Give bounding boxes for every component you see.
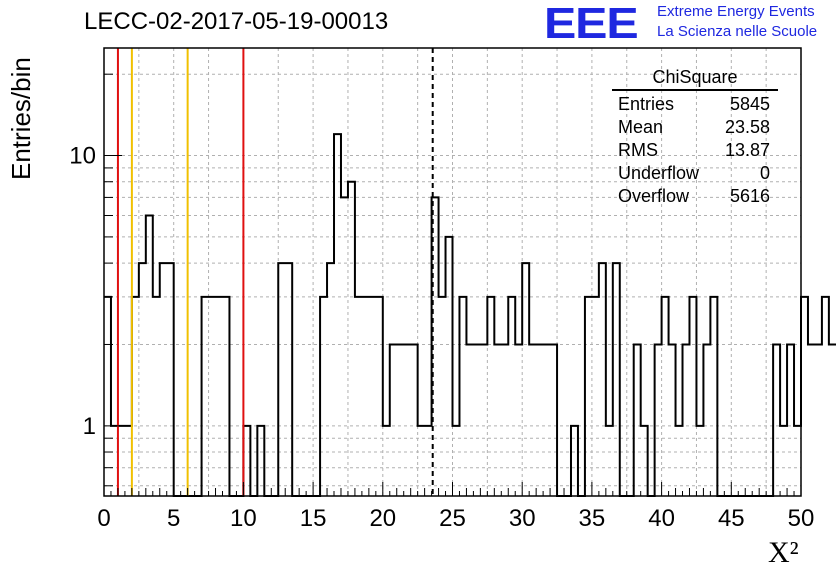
stats-row-rms: RMS 13.87 xyxy=(612,139,778,162)
x-tick-label: 5 xyxy=(167,505,180,532)
x-axis-label: X² xyxy=(768,536,799,570)
stats-row-entries: Entries 5845 xyxy=(612,93,778,116)
x-tick-label: 20 xyxy=(369,505,396,532)
stats-value: 23.58 xyxy=(724,117,770,137)
x-tick-label: 45 xyxy=(718,505,745,532)
stats-label: Underflow xyxy=(618,163,700,183)
stats-label: Mean xyxy=(618,117,664,137)
logo-line-1: Extreme Energy Events xyxy=(657,3,815,20)
logo-mark: EEE xyxy=(544,0,639,48)
stats-row-underflow: Underflow 0 xyxy=(612,162,778,185)
stats-value: 5845 xyxy=(729,94,770,114)
chart-title: LECC-02-2017-05-19-00013 xyxy=(84,8,389,35)
eee-logo: EEE Extreme Energy Events La Scienza nel… xyxy=(544,2,817,46)
x-axis-label-text: X² xyxy=(768,536,799,569)
stats-label: Overflow xyxy=(618,186,690,206)
stats-value: 13.87 xyxy=(724,140,770,160)
x-tick-label: 25 xyxy=(439,505,466,532)
y-tick-label: 10 xyxy=(69,143,96,170)
stats-row-mean: Mean 23.58 xyxy=(612,116,778,139)
stats-title: ChiSquare xyxy=(612,66,778,91)
logo-line-2: La Scienza nelle Scuole xyxy=(657,23,818,40)
logo-text: Extreme Energy Events La Scienza nelle S… xyxy=(657,2,817,42)
x-tick-label: 0 xyxy=(97,505,110,532)
stats-value: 5616 xyxy=(729,186,770,206)
x-tick-label: 35 xyxy=(579,505,606,532)
stats-row-overflow: Overflow 5616 xyxy=(612,185,778,208)
stats-label: RMS xyxy=(618,140,658,160)
stats-box: ChiSquare Entries 5845 Mean 23.58 RMS 13.87… xyxy=(612,66,778,208)
x-tick-label: 15 xyxy=(300,505,327,532)
x-tick-label: 50 xyxy=(788,505,815,532)
x-tick-label: 10 xyxy=(230,505,257,532)
stats-label: Entries xyxy=(618,94,675,114)
y-tick-label: 1 xyxy=(83,413,96,440)
x-tick-label: 30 xyxy=(509,505,536,532)
stats-value: 0 xyxy=(759,163,770,183)
x-tick-label: 40 xyxy=(648,505,675,532)
